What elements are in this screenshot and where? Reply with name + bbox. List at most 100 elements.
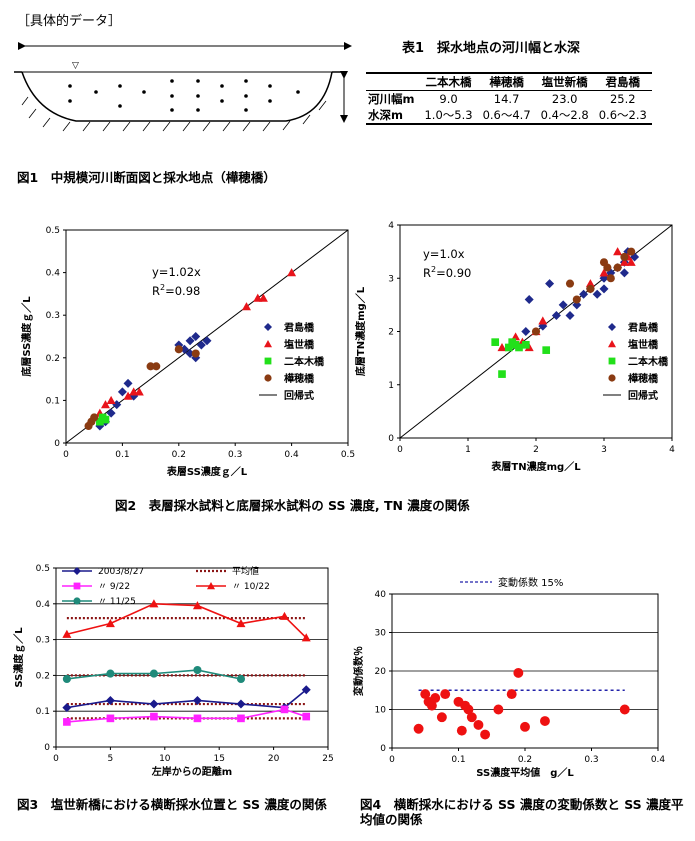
- y-tick-label: 1: [388, 381, 394, 391]
- x-tick-label: 5: [108, 754, 114, 764]
- data-point: [473, 719, 484, 730]
- y-tick-label: 20: [375, 667, 387, 677]
- x-tick-label: 0.2: [518, 755, 532, 765]
- channel-bed: [21, 71, 333, 122]
- legend-label: 回帰式: [284, 389, 314, 402]
- data-point: [258, 293, 268, 302]
- plot-frame: [55, 567, 329, 748]
- legend-marker: [608, 340, 616, 348]
- data-point: [613, 247, 623, 256]
- legend-marker: [207, 582, 215, 590]
- table-cell: 14.7: [493, 92, 520, 106]
- data-point: [149, 599, 159, 608]
- y-axis-label: SS濃度ｇ／L: [12, 627, 26, 688]
- data-point: [599, 284, 609, 294]
- y-tick-label: 10: [375, 706, 387, 716]
- legend-marker: [264, 357, 272, 365]
- table-row: 河川幅m 9.0 14.7 23.0 25.2: [366, 91, 652, 108]
- data-point: [90, 413, 99, 422]
- data-point: [626, 257, 636, 266]
- legend-label: 回帰式: [628, 389, 658, 402]
- x-tick-label: 1: [465, 445, 471, 455]
- data-point: [253, 293, 263, 302]
- y-tick-label: 0.3: [46, 311, 60, 321]
- y-tick-label: 0.3: [36, 636, 50, 646]
- data-point: [62, 674, 71, 684]
- legend-marker: [73, 582, 81, 590]
- data-point: [456, 725, 467, 736]
- x-tick-label: 0.1: [451, 755, 465, 765]
- data-point: [545, 279, 555, 289]
- data-point: [558, 300, 568, 310]
- data-point: [196, 340, 206, 350]
- legend-label: 平均値: [232, 565, 259, 577]
- data-point: [149, 669, 158, 678]
- data-point: [123, 391, 133, 400]
- y-axis-label: 変動係数％: [352, 646, 365, 696]
- data-point: [185, 336, 195, 346]
- r-squared-label: R2=0.98: [152, 283, 200, 298]
- legend-label: 樺穂橋: [628, 372, 659, 385]
- data-point: [531, 327, 541, 336]
- data-point: [627, 247, 636, 256]
- y-tick-label: 0.2: [36, 671, 50, 681]
- data-point: [585, 279, 595, 288]
- data-point: [592, 289, 602, 299]
- x-axis-label: 表層SS濃度ｇ／L: [166, 465, 248, 479]
- section-header: ［具体的データ］: [17, 14, 122, 29]
- table1-title: 表1 採水地点の河川幅と水深: [402, 41, 581, 56]
- series-line: [66, 689, 307, 709]
- data-point: [191, 332, 201, 341]
- r2-symbol: R: [423, 266, 431, 280]
- data-point: [241, 302, 251, 311]
- x-tick-label: 0.4: [284, 450, 299, 460]
- legend-label: 〃 10/22: [232, 582, 270, 592]
- y-tick-label: 0.4: [46, 269, 61, 279]
- data-point: [579, 289, 589, 299]
- y-tick-label: 0: [54, 439, 60, 449]
- data-point: [603, 263, 612, 272]
- data-point: [123, 378, 133, 388]
- legend-label: 君島橋: [628, 321, 659, 334]
- data-point: [191, 353, 201, 363]
- x-tick-label: 15: [213, 754, 224, 764]
- x-axis-label: 表層TN濃度mg／L: [490, 460, 581, 473]
- r-squared-label: R2=0.90: [423, 265, 471, 280]
- data-point: [129, 387, 139, 396]
- table-cell: 0.6～2.3: [593, 107, 652, 125]
- data-point: [105, 618, 115, 628]
- data-point: [436, 712, 447, 723]
- fig3-caption: 図3 塩世新橋における横断採水位置と SS 濃度の関係: [17, 797, 327, 812]
- sampling-points: [68, 79, 300, 112]
- data-point: [497, 342, 507, 352]
- data-point: [191, 349, 200, 358]
- data-point: [586, 284, 595, 293]
- x-tick-label: 0.3: [228, 450, 242, 460]
- plot-frame: [65, 229, 349, 444]
- y-tick-label: 0.1: [46, 396, 60, 406]
- data-point: [463, 704, 474, 715]
- data-point: [192, 695, 202, 705]
- legend-label: 変動係数 15%: [498, 576, 563, 589]
- table-cell: 1.0～5.3: [419, 107, 478, 125]
- legend-marker: [73, 597, 81, 605]
- x-tick-label: 2: [533, 445, 539, 455]
- data-point: [117, 387, 127, 397]
- col-header: 塩世新橋: [535, 72, 594, 91]
- data-point: [521, 327, 531, 336]
- data-point: [106, 408, 116, 418]
- y-axis-label: 底層SS濃度ｇ／L: [20, 296, 34, 377]
- data-point: [237, 714, 245, 723]
- legend-label: 二本木橋: [284, 355, 325, 368]
- data-point: [480, 729, 491, 740]
- data-point: [520, 721, 530, 732]
- r2-value: =0.98: [165, 284, 200, 298]
- fig2-left-chart: 0 0.1 0.2 0.3 0.4 0.5 0 0.1 0.2 0.3 0.4 0.5 表層SS濃度ｇ／…: [20, 226, 355, 479]
- col-header: 樺穂橋: [477, 72, 536, 91]
- col-header: 君島橋: [593, 72, 652, 91]
- y-tick-label: 0: [388, 434, 394, 444]
- x-axis-label: 左岸からの距離m: [151, 765, 232, 778]
- x-tick-label: 20: [268, 754, 280, 764]
- col-header: 二本木橋: [419, 72, 478, 91]
- legend-label: 〃 11/25: [98, 597, 136, 607]
